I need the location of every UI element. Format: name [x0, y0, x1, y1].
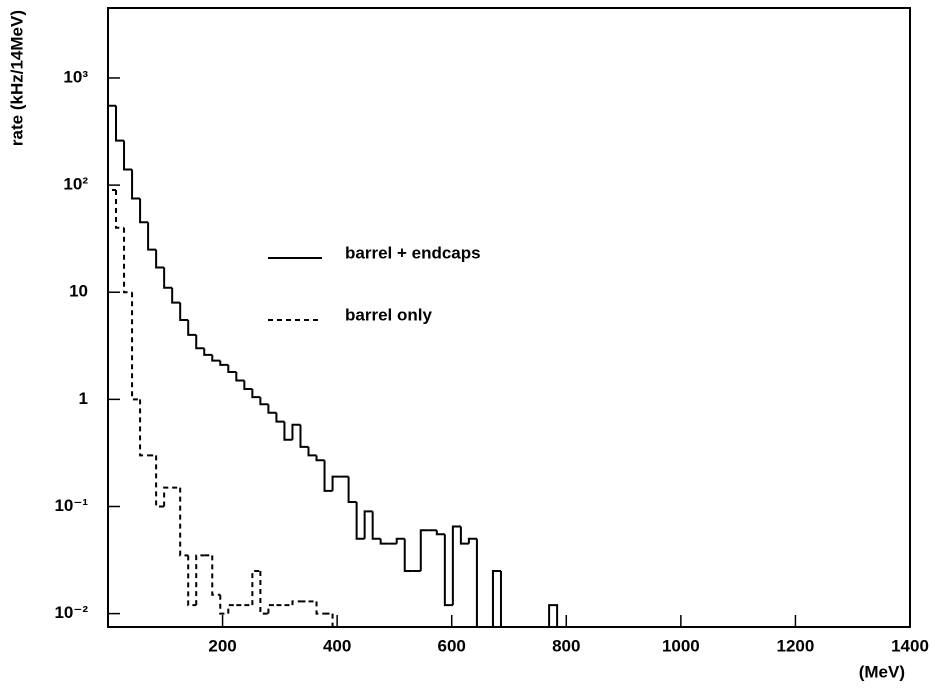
- histogram-bin: [163, 267, 173, 289]
- histogram-bin: [299, 424, 309, 448]
- histogram-bin: [115, 105, 125, 142]
- histogram-bin: [171, 287, 181, 304]
- histogram-bin: [123, 227, 133, 294]
- histogram-bin: [435, 530, 445, 536]
- legend-label: barrel + endcaps: [345, 243, 481, 262]
- histogram-bin: [395, 537, 405, 544]
- histogram-bin: [315, 601, 325, 615]
- histogram-bin: [203, 348, 213, 356]
- histogram-bin: [491, 569, 501, 627]
- histogram-bin: [107, 189, 117, 627]
- histogram-bin: [251, 388, 261, 399]
- y-axis-label: rate (kHz/14MeV): [7, 10, 26, 146]
- histogram-bin: [443, 534, 453, 607]
- x-tick-label: 1200: [777, 636, 815, 655]
- histogram-bin: [115, 190, 125, 229]
- histogram-bin: [475, 538, 485, 628]
- histogram-bin: [211, 354, 221, 362]
- histogram-bin: [147, 222, 157, 251]
- histogram-bin: [227, 604, 237, 614]
- histogram-bin: [155, 249, 165, 269]
- x-tick-label: 600: [438, 636, 466, 655]
- histogram-bin: [419, 529, 429, 571]
- histogram-bin: [548, 604, 559, 627]
- histogram-bin: [251, 569, 261, 606]
- histogram-bin: [275, 412, 285, 423]
- histogram-bin: [179, 302, 189, 322]
- histogram-bin: [267, 604, 277, 614]
- y-tick-label: 10³: [63, 67, 88, 86]
- histogram-bin: [163, 486, 173, 507]
- histogram-bin: [331, 475, 341, 491]
- histogram-bin: [195, 334, 205, 350]
- histogram-bin: [499, 570, 509, 628]
- histogram-bin: [371, 511, 381, 540]
- histogram-bin: [155, 455, 165, 508]
- histogram-bin: [219, 594, 229, 615]
- histogram-bin: [179, 487, 189, 557]
- histogram-bin: [243, 380, 253, 390]
- x-tick-label: 800: [552, 636, 580, 655]
- histogram-bin: [139, 399, 149, 457]
- x-tick-label: 400: [323, 636, 351, 655]
- histogram-bin: [323, 460, 333, 492]
- histogram-bin: [379, 538, 389, 545]
- histogram-bin: [227, 364, 237, 374]
- histogram-bin: [283, 421, 293, 441]
- histogram-bin: [291, 423, 301, 440]
- histogram-bin: [123, 140, 133, 171]
- histogram-bin: [259, 570, 269, 615]
- y-tick-label: 10⁻²: [54, 603, 88, 622]
- histogram-bin: [467, 537, 477, 544]
- x-tick-label: 1000: [662, 636, 700, 655]
- histogram-bin: [131, 169, 141, 200]
- histogram-bin: [187, 320, 197, 336]
- plot-frame: [107, 7, 911, 628]
- histogram-bin: [347, 476, 357, 504]
- x-tick-label: 1400: [891, 636, 929, 655]
- y-tick-label: 10⁻¹: [54, 496, 88, 515]
- histogram-bin: [219, 360, 229, 366]
- histogram-bin: [139, 198, 149, 224]
- histogram-bin: [187, 555, 197, 607]
- y-tick-label: 10: [69, 282, 88, 301]
- x-tick-label: 200: [208, 636, 236, 655]
- histogram-bin: [195, 554, 205, 606]
- histogram-bin: [355, 502, 365, 540]
- histogram-bin: [459, 526, 469, 545]
- histogram-bin: [403, 538, 413, 572]
- histogram-bin: [107, 104, 117, 627]
- y-tick-label: 10²: [63, 175, 88, 194]
- y-tick-label: 1: [79, 389, 88, 408]
- histogram-bin: [363, 510, 373, 539]
- histogram-bin: [259, 397, 269, 406]
- histogram-bin: [211, 555, 221, 596]
- histogram-bin: [315, 455, 325, 462]
- histogram-bin: [307, 446, 317, 457]
- histogram-bin: [331, 613, 341, 628]
- histogram-bin: [267, 404, 277, 414]
- histogram-bin: [451, 525, 461, 606]
- legend-label: barrel only: [345, 305, 432, 324]
- histogram-bin: [291, 600, 301, 606]
- x-axis-label: (MeV): [859, 662, 905, 681]
- histogram-bin: [131, 292, 141, 401]
- histogram-bin: [235, 372, 245, 382]
